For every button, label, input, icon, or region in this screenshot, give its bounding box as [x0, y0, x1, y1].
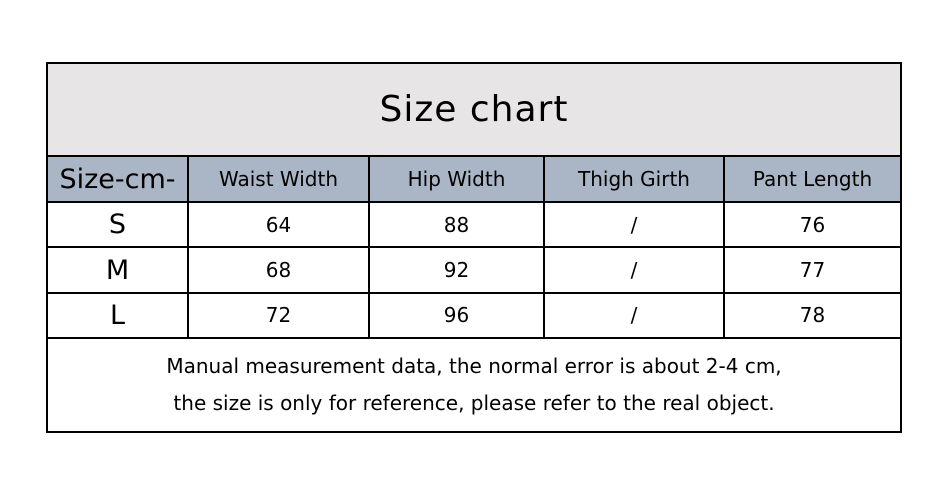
- footnote: Manual measurement data, the normal erro…: [46, 336, 902, 434]
- size-chart-table: Size chart Size-cm- Waist Width Hip Widt…: [46, 61, 902, 434]
- measurement-cell: 68: [187, 246, 370, 294]
- header-row: Size-cm- Waist Width Hip Width Thigh Gir…: [46, 155, 902, 204]
- measurement-cell: /: [543, 201, 725, 249]
- footnote-row: Manual measurement data, the normal erro…: [46, 336, 902, 434]
- column-header-pant-length: Pant Length: [723, 155, 902, 204]
- column-header-thigh-girth: Thigh Girth: [543, 155, 725, 204]
- measurement-cell: 96: [368, 291, 545, 339]
- measurement-cell: 72: [187, 291, 370, 339]
- size-chart-title: Size chart: [46, 61, 902, 158]
- column-header-waist-width: Waist Width: [187, 155, 370, 204]
- measurement-cell: /: [543, 291, 725, 339]
- column-header-hip-width: Hip Width: [368, 155, 545, 204]
- table-row-size-m: M 68 92 / 77: [46, 246, 902, 294]
- table-row-size-l: L 72 96 / 78: [46, 291, 902, 339]
- size-label-cell: M: [46, 246, 189, 294]
- measurement-cell: 88: [368, 201, 545, 249]
- column-header-size-cm: Size-cm-: [46, 155, 189, 204]
- measurement-cell: 77: [723, 246, 902, 294]
- measurement-cell: 92: [368, 246, 545, 294]
- measurement-cell: 76: [723, 201, 902, 249]
- size-label-cell: S: [46, 201, 189, 249]
- measurement-cell: 78: [723, 291, 902, 339]
- title-band: Size chart: [46, 61, 902, 158]
- size-label-cell: L: [46, 291, 189, 339]
- footnote-line-1: Manual measurement data, the normal erro…: [166, 353, 782, 378]
- footnote-line-2: the size is only for reference, please r…: [173, 390, 775, 415]
- measurement-cell: /: [543, 246, 725, 294]
- table-row-size-s: S 64 88 / 76: [46, 201, 902, 249]
- measurement-cell: 64: [187, 201, 370, 249]
